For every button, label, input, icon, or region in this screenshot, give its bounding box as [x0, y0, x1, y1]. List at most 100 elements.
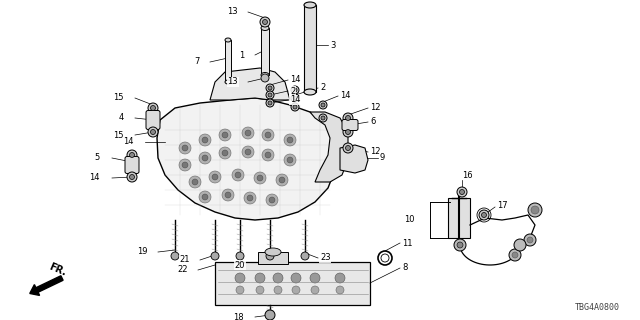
Circle shape: [179, 159, 191, 171]
Circle shape: [343, 113, 353, 123]
Circle shape: [266, 84, 274, 92]
Circle shape: [148, 127, 158, 137]
Ellipse shape: [261, 73, 269, 77]
Text: 10: 10: [404, 215, 415, 225]
Text: 5: 5: [95, 154, 100, 163]
Text: 4: 4: [119, 114, 124, 123]
Circle shape: [319, 101, 327, 109]
Circle shape: [171, 252, 179, 260]
Circle shape: [222, 150, 228, 156]
Circle shape: [182, 145, 188, 151]
Circle shape: [182, 162, 188, 168]
Text: TBG4A0800: TBG4A0800: [575, 303, 620, 312]
Text: 23: 23: [320, 253, 331, 262]
Text: 11: 11: [402, 238, 413, 247]
Circle shape: [261, 74, 269, 82]
Polygon shape: [340, 145, 368, 173]
Circle shape: [225, 192, 231, 198]
FancyBboxPatch shape: [342, 119, 358, 131]
Circle shape: [284, 154, 296, 166]
Circle shape: [129, 174, 134, 180]
Circle shape: [292, 286, 300, 294]
Polygon shape: [210, 68, 290, 100]
Circle shape: [311, 286, 319, 294]
Circle shape: [212, 174, 218, 180]
Circle shape: [235, 273, 245, 283]
Circle shape: [336, 286, 344, 294]
Text: 1: 1: [239, 51, 244, 60]
Circle shape: [531, 206, 539, 214]
Text: 22: 22: [177, 266, 188, 275]
Text: 14: 14: [340, 92, 351, 100]
Text: 7: 7: [195, 58, 200, 67]
Ellipse shape: [225, 38, 231, 42]
Text: 8: 8: [402, 263, 408, 273]
Circle shape: [202, 155, 208, 161]
Text: 2: 2: [320, 84, 325, 92]
Circle shape: [274, 286, 282, 294]
Bar: [215, 262, 370, 305]
Circle shape: [256, 286, 264, 294]
Circle shape: [262, 149, 274, 161]
Text: FR.: FR.: [48, 262, 68, 278]
Text: 14: 14: [124, 138, 134, 147]
Circle shape: [509, 249, 521, 261]
Text: 12: 12: [370, 148, 381, 156]
Circle shape: [512, 252, 518, 258]
Circle shape: [199, 191, 211, 203]
Circle shape: [268, 93, 272, 97]
Circle shape: [202, 137, 208, 143]
Bar: [258, 252, 288, 264]
Circle shape: [528, 203, 542, 217]
Circle shape: [335, 273, 345, 283]
Circle shape: [284, 134, 296, 146]
Circle shape: [287, 137, 293, 143]
Circle shape: [269, 197, 275, 203]
Circle shape: [242, 127, 254, 139]
Text: 17: 17: [497, 201, 508, 210]
Circle shape: [319, 114, 327, 122]
Circle shape: [199, 152, 211, 164]
Circle shape: [209, 171, 221, 183]
Circle shape: [301, 252, 309, 260]
Circle shape: [346, 116, 351, 121]
Circle shape: [232, 169, 244, 181]
Text: 18: 18: [234, 313, 244, 320]
Circle shape: [276, 174, 288, 186]
Circle shape: [287, 157, 293, 163]
Circle shape: [343, 143, 353, 153]
Circle shape: [245, 130, 251, 136]
Circle shape: [192, 179, 198, 185]
Circle shape: [273, 273, 283, 283]
Circle shape: [457, 242, 463, 248]
Circle shape: [460, 189, 465, 195]
Text: 12: 12: [370, 103, 381, 113]
Ellipse shape: [304, 89, 316, 95]
Circle shape: [291, 86, 299, 94]
Circle shape: [150, 106, 156, 110]
Circle shape: [247, 195, 253, 201]
Text: 20: 20: [235, 260, 245, 269]
Circle shape: [199, 134, 211, 146]
Circle shape: [179, 142, 191, 154]
Circle shape: [202, 194, 208, 200]
Text: 6: 6: [370, 117, 376, 126]
Polygon shape: [157, 98, 338, 220]
Circle shape: [127, 172, 137, 182]
Circle shape: [321, 103, 325, 107]
Text: 13: 13: [227, 7, 238, 17]
Circle shape: [148, 103, 158, 113]
Circle shape: [310, 273, 320, 283]
Circle shape: [346, 146, 351, 150]
Circle shape: [268, 101, 272, 105]
Ellipse shape: [304, 2, 316, 8]
Circle shape: [260, 17, 270, 27]
Circle shape: [343, 127, 353, 137]
Circle shape: [293, 96, 297, 100]
Circle shape: [236, 252, 244, 260]
Circle shape: [257, 175, 263, 181]
Circle shape: [527, 237, 533, 243]
Circle shape: [266, 252, 274, 260]
Ellipse shape: [265, 248, 281, 256]
Text: 3: 3: [330, 41, 335, 50]
